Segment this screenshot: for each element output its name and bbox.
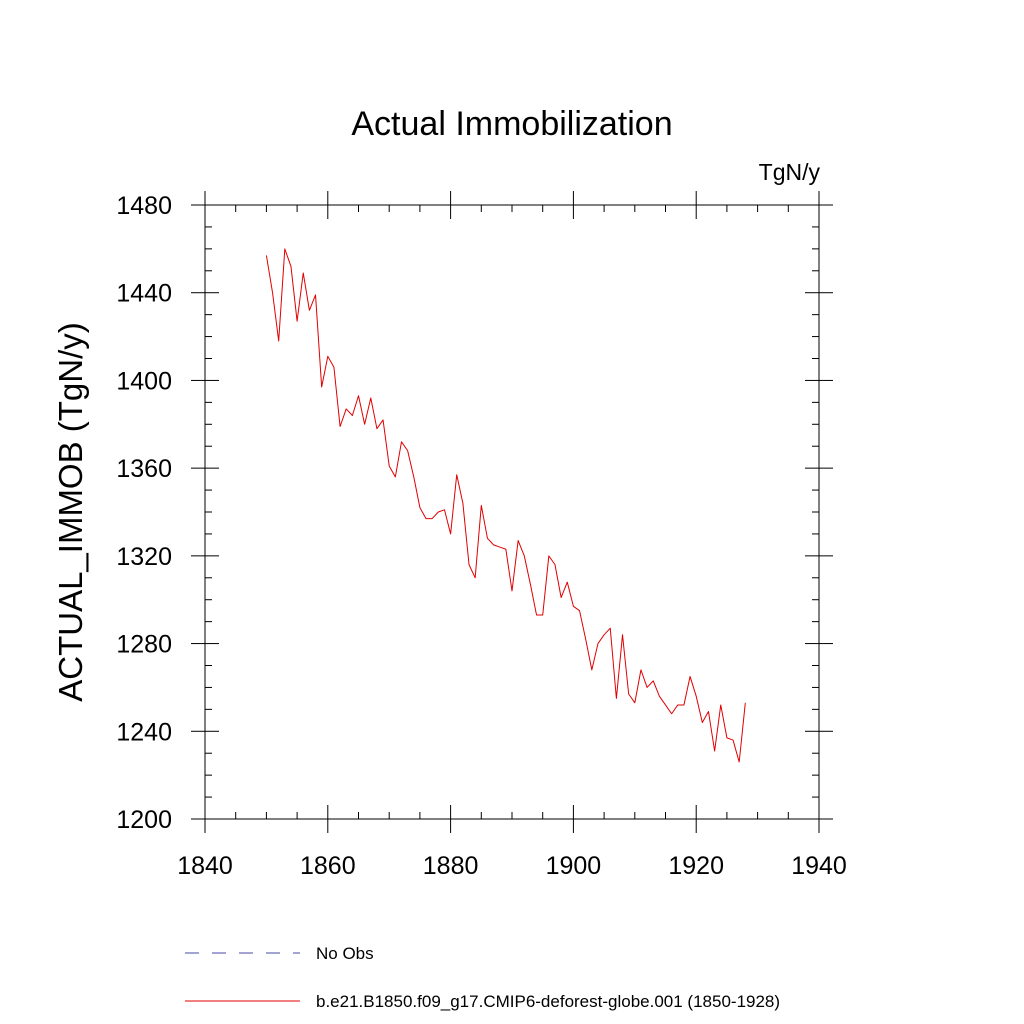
tick-marks	[191, 191, 833, 833]
chart-title: Actual Immobilization	[351, 105, 672, 143]
x-tick-label: 1900	[546, 852, 602, 880]
y-tick-label: 1280	[116, 631, 172, 659]
x-tick-label: 1940	[791, 852, 847, 880]
series-layer	[265, 248, 746, 763]
y-tick-label: 1240	[116, 718, 172, 746]
legend-label-no-obs: No Obs	[316, 944, 374, 963]
y-tick-label: 1360	[116, 455, 172, 483]
y-axis-label: ACTUAL_IMMOB (TgN/y)	[52, 322, 89, 702]
y-tick-label: 1400	[116, 367, 172, 395]
tick-labels: 1840 1860 1880 1900 1920 1940 1200 1240 1280 1320…	[116, 192, 846, 880]
x-tick-label: 1840	[177, 852, 233, 880]
x-tick-label: 1880	[423, 852, 479, 880]
y-tick-label: 1320	[116, 543, 172, 571]
x-tick-label: 1920	[668, 852, 724, 880]
plot-area-frame	[204, 204, 820, 820]
series-line-0	[265, 248, 746, 763]
legend-label-model-run: b.e21.B1850.f09_g17.CMIP6-deforest-globe…	[316, 992, 780, 1011]
legend: No Obs b.e21.B1850.f09_g17.CMIP6-defores…	[185, 944, 780, 1011]
y-tick-label: 1440	[116, 280, 172, 308]
x-tick-label: 1860	[300, 852, 356, 880]
units-label: TgN/y	[759, 159, 821, 185]
y-tick-label: 1480	[116, 192, 172, 220]
y-tick-label: 1200	[116, 806, 172, 834]
